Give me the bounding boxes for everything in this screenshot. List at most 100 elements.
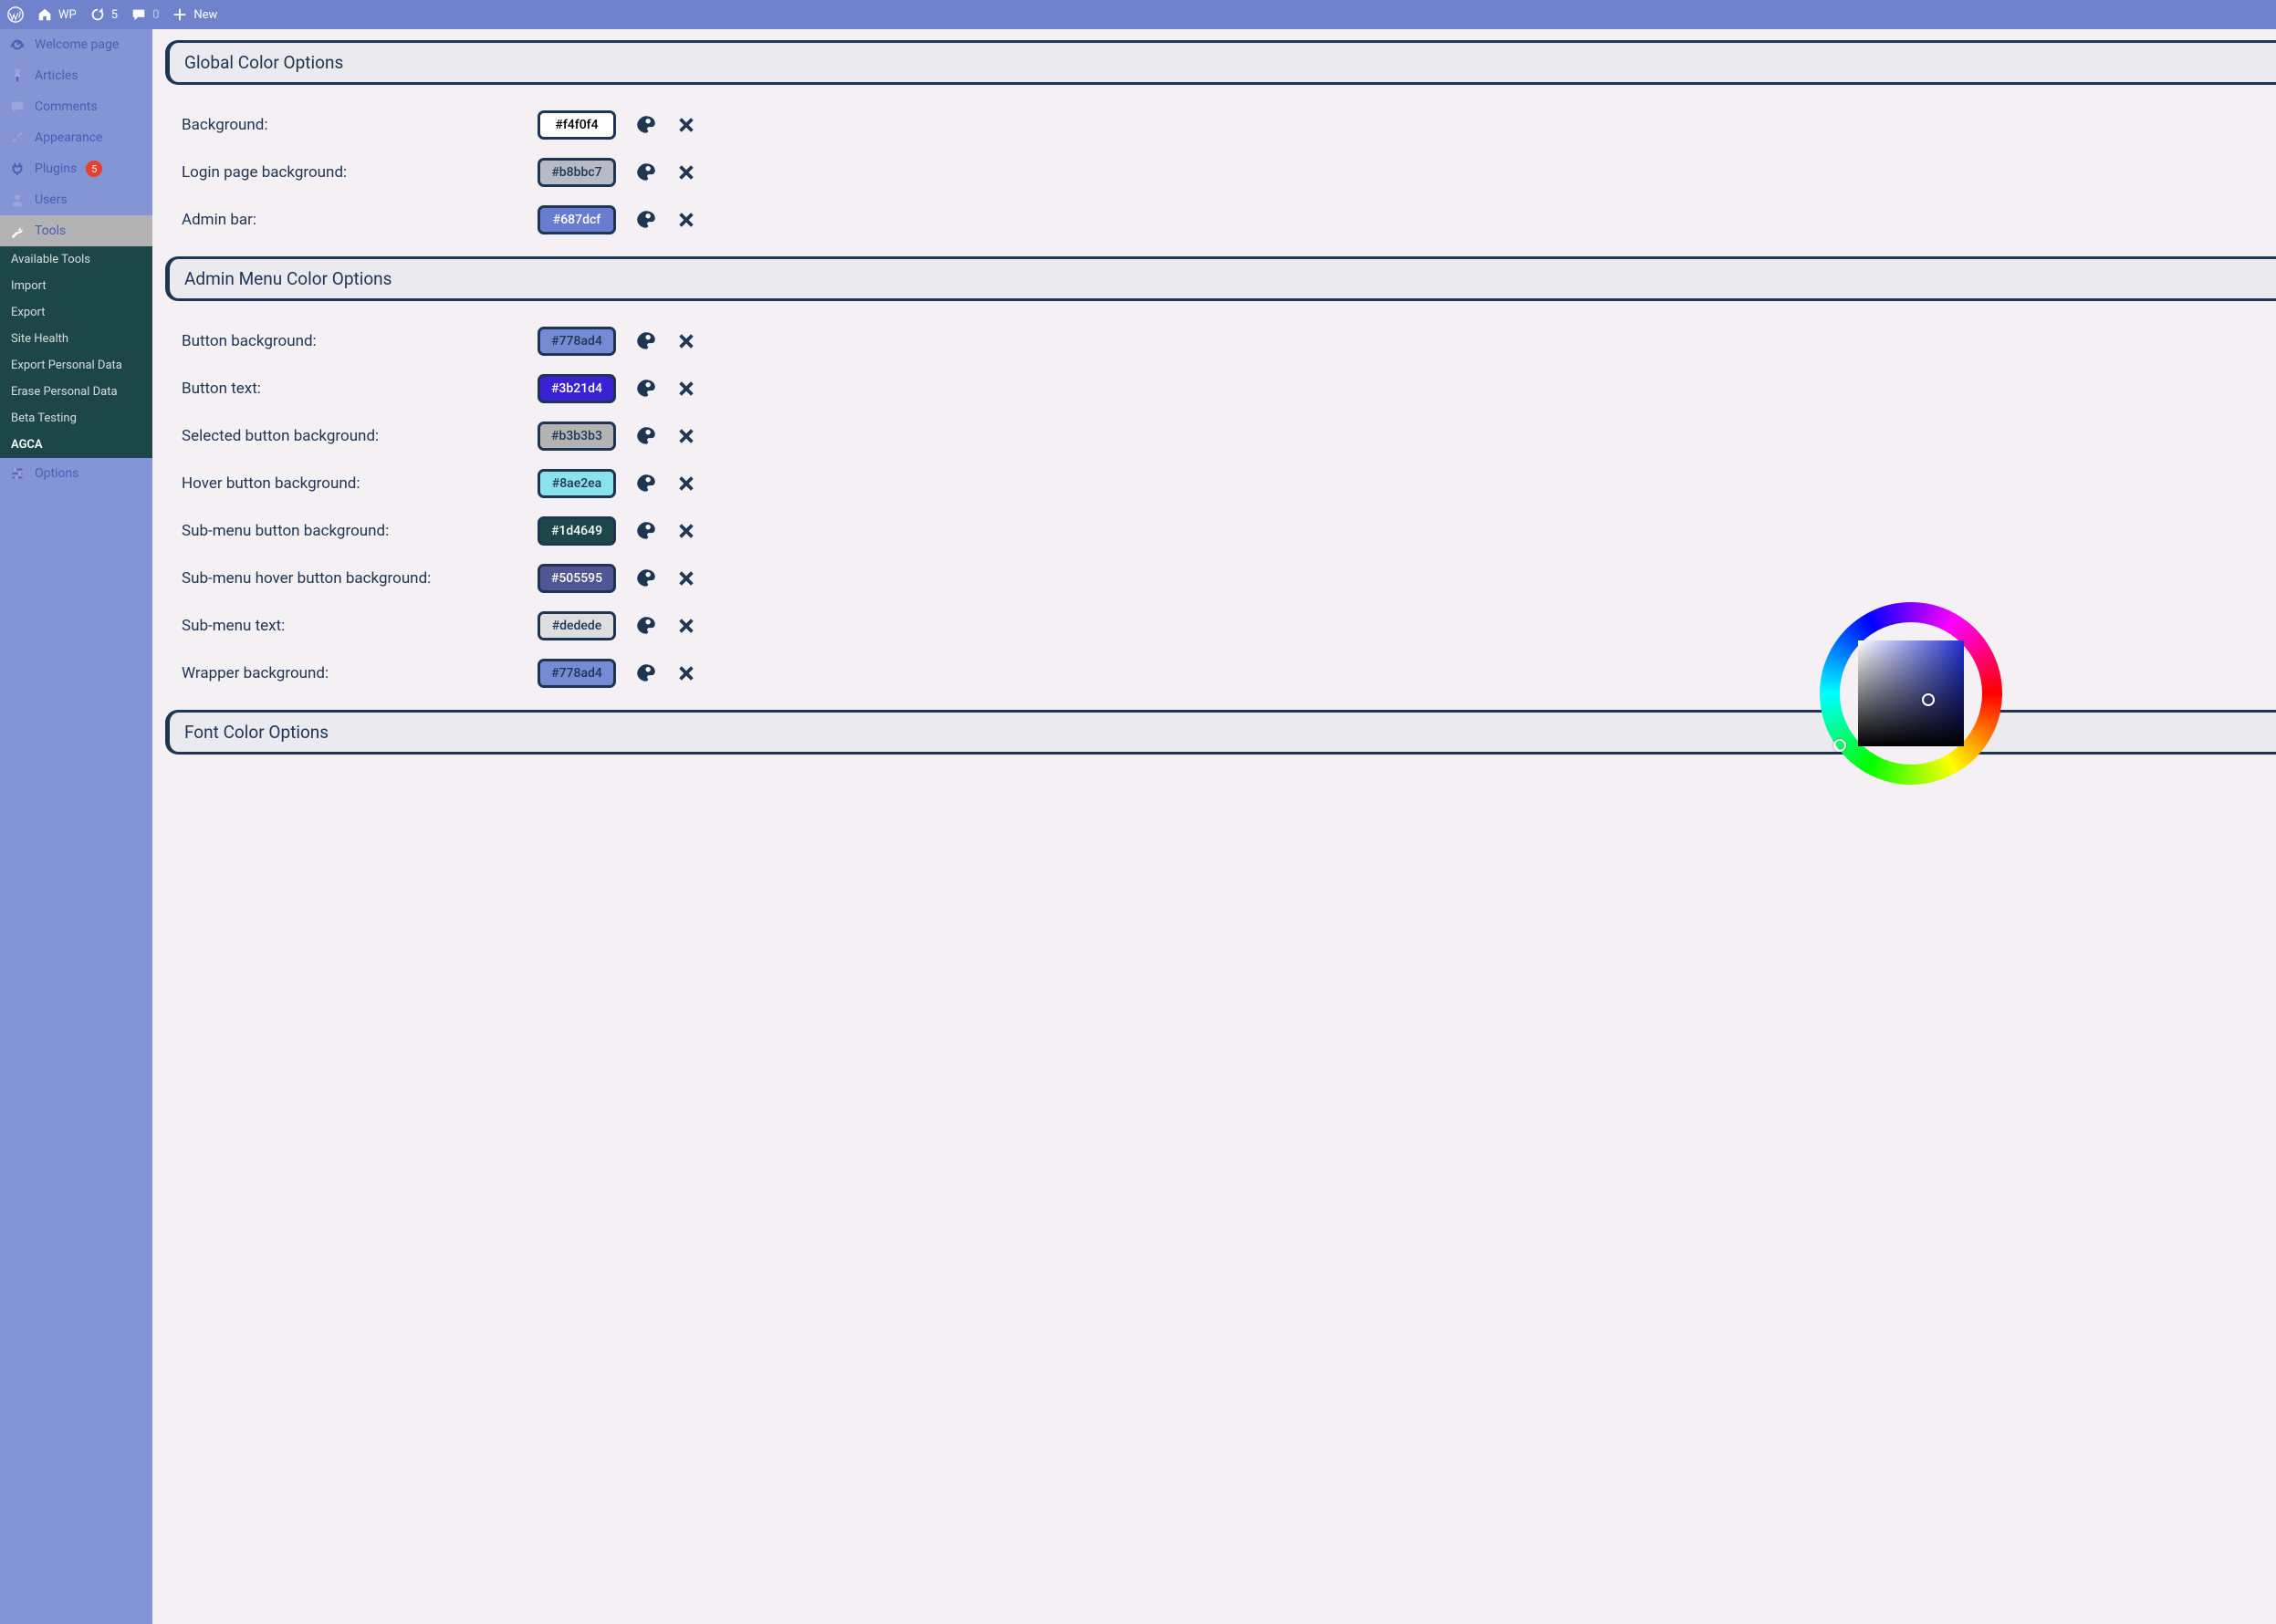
submenu-item-site-health[interactable]: Site Health — [0, 326, 152, 352]
clear-button[interactable] — [676, 568, 696, 588]
sidebar-item-users[interactable]: Users — [0, 184, 152, 215]
submenu-item-agca[interactable]: AGCA — [0, 432, 152, 458]
close-icon — [676, 663, 696, 683]
sidebar-item-welcome-page[interactable]: Welcome page — [0, 29, 152, 60]
palette-icon — [634, 661, 658, 685]
clear-button[interactable] — [676, 331, 696, 351]
updates-link[interactable]: 5 — [89, 6, 118, 23]
picker-button[interactable] — [634, 614, 658, 638]
sidebar-item-label: Tools — [35, 224, 66, 238]
picker-button[interactable] — [634, 567, 658, 590]
option-label: Login page background: — [182, 163, 519, 182]
sidebar-item-appearance[interactable]: Appearance — [0, 122, 152, 153]
option-row: Background: — [165, 101, 2276, 149]
option-label: Sub-menu hover button background: — [182, 569, 519, 588]
close-icon — [676, 426, 696, 446]
picker-button[interactable] — [634, 161, 658, 184]
clear-button[interactable] — [676, 379, 696, 399]
clear-button[interactable] — [676, 616, 696, 636]
section-header: Global Color Options — [165, 40, 2276, 85]
new-label: New — [193, 8, 217, 22]
option-row: Hover button background: — [165, 460, 2276, 507]
close-icon — [676, 568, 696, 588]
sidebar-item-comments[interactable]: Comments — [0, 91, 152, 122]
option-label: Button background: — [182, 332, 519, 350]
sidebar-item-label: Comments — [35, 99, 98, 114]
option-label: Selected button background: — [182, 427, 519, 445]
clear-button[interactable] — [676, 162, 696, 182]
admin-sidebar: Welcome page Articles Comments Appearance Pl… — [0, 29, 152, 1624]
option-label: Sub-menu text: — [182, 617, 519, 635]
option-label: Button text: — [182, 380, 519, 398]
color-input[interactable] — [538, 659, 616, 688]
submenu-item-available-tools[interactable]: Available Tools — [0, 246, 152, 273]
sidebar-item-label: Welcome page — [35, 37, 119, 52]
picker-button[interactable] — [634, 519, 658, 543]
submenu-item-erase-personal-data[interactable]: Erase Personal Data — [0, 379, 152, 405]
submenu-item-export[interactable]: Export — [0, 299, 152, 326]
color-input[interactable] — [538, 469, 616, 498]
picker-button[interactable] — [634, 424, 658, 448]
option-label: Wrapper background: — [182, 664, 519, 682]
clear-button[interactable] — [676, 663, 696, 683]
site-link[interactable]: WP — [37, 6, 77, 23]
sidebar-item-plugins[interactable]: Plugins 5 — [0, 153, 152, 184]
color-input[interactable] — [538, 422, 616, 451]
color-input[interactable] — [538, 611, 616, 640]
sidebar-item-label: Articles — [35, 68, 78, 83]
user-icon — [9, 192, 26, 208]
comment-bubble-icon — [131, 6, 147, 23]
sidebar-item-articles[interactable]: Articles — [0, 60, 152, 91]
sv-handle[interactable] — [1922, 693, 1935, 706]
sidebar-item-options[interactable]: Options — [0, 458, 152, 489]
submenu-item-beta-testing[interactable]: Beta Testing — [0, 405, 152, 432]
color-input[interactable] — [538, 516, 616, 546]
option-row: Selected button background: — [165, 412, 2276, 460]
clear-button[interactable] — [676, 210, 696, 230]
sidebar-item-label: Appearance — [35, 130, 102, 145]
picker-button[interactable] — [634, 113, 658, 137]
close-icon — [676, 521, 696, 541]
picker-button[interactable] — [634, 472, 658, 495]
hue-handle[interactable] — [1833, 739, 1846, 752]
sidebar-item-label: Options — [35, 466, 78, 481]
submenu-item-import[interactable]: Import — [0, 273, 152, 299]
submenu-item-export-personal-data[interactable]: Export Personal Data — [0, 352, 152, 379]
option-row: Login page background: — [165, 149, 2276, 196]
sidebar-submenu: Available ToolsImportExportSite HealthEx… — [0, 246, 152, 458]
comments-count: 0 — [152, 8, 159, 22]
new-link[interactable]: New — [172, 6, 217, 23]
picker-button[interactable] — [634, 208, 658, 232]
option-row: Sub-menu button background: — [165, 507, 2276, 555]
picker-button[interactable] — [634, 377, 658, 401]
pin-icon — [9, 68, 26, 84]
color-input[interactable] — [538, 110, 616, 140]
sidebar-item-tools[interactable]: Tools — [0, 215, 152, 246]
option-row: Button text: — [165, 365, 2276, 412]
option-row: Sub-menu hover button background: — [165, 555, 2276, 602]
color-input[interactable] — [538, 374, 616, 403]
badge: 5 — [86, 161, 102, 177]
clear-button[interactable] — [676, 474, 696, 494]
plug-icon — [9, 161, 26, 177]
comments-link[interactable]: 0 — [131, 6, 159, 23]
main-content: Global Color Options Background: Login pag… — [152, 29, 2276, 1624]
clear-button[interactable] — [676, 426, 696, 446]
clear-button[interactable] — [676, 521, 696, 541]
color-input[interactable] — [538, 564, 616, 593]
color-input[interactable] — [538, 327, 616, 356]
color-input[interactable] — [538, 205, 616, 234]
section-header: Admin Menu Color Options — [165, 256, 2276, 301]
sv-square[interactable] — [1858, 640, 1964, 746]
clear-button[interactable] — [676, 115, 696, 135]
color-picker-wheel[interactable] — [1820, 602, 2002, 785]
option-row: Button background: — [165, 318, 2276, 365]
picker-button[interactable] — [634, 661, 658, 685]
close-icon — [676, 379, 696, 399]
color-input[interactable] — [538, 158, 616, 187]
wp-logo[interactable] — [7, 6, 24, 23]
palette-icon — [634, 208, 658, 232]
sidebar-item-label: Plugins — [35, 161, 77, 176]
home-icon — [37, 6, 53, 23]
picker-button[interactable] — [634, 329, 658, 353]
